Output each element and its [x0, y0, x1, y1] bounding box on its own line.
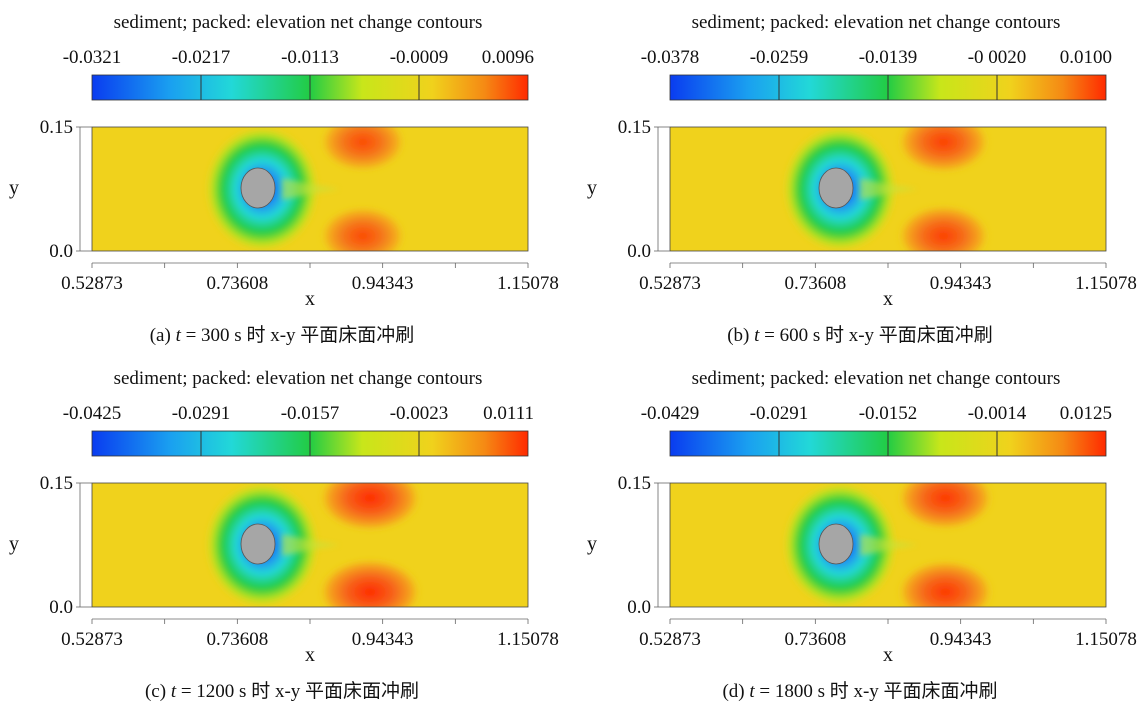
y-tick-label: 0.15 — [40, 117, 73, 138]
pier — [240, 523, 276, 565]
colorbar-tick-label: -0.0014 — [968, 403, 1027, 424]
colorbar-tick-label: -0.0217 — [172, 47, 231, 68]
x-tick-label: 0.94343 — [352, 629, 414, 650]
domain-frame — [669, 126, 1107, 252]
elevation-field — [92, 127, 528, 251]
x-tick-label: 0.94343 — [930, 629, 992, 650]
deposition-zone — [897, 204, 990, 251]
x-tick-label: 1.15078 — [1075, 273, 1137, 294]
x-axis-label: x — [883, 288, 893, 310]
y-tick-label: 0.0 — [49, 597, 73, 618]
x-tick-label: 0.73608 — [206, 629, 268, 650]
colorbar-tick-label: -0.0291 — [172, 403, 231, 424]
colorbar-tick-label: 0.0111 — [483, 403, 534, 424]
panel-caption: (a) t = 300 s 时 x-y 平面床面冲刷 — [150, 324, 415, 346]
contour-panel-c: sediment; packed: elevation net change c… — [0, 356, 572, 710]
colorbar-tick-label: -0.0113 — [281, 47, 339, 68]
elevation-field — [670, 483, 1106, 607]
x-tick-label: 0.73608 — [784, 273, 846, 294]
x-tick-label: 0.52873 — [639, 629, 701, 650]
colorbar-title: sediment; packed: elevation net change c… — [692, 368, 1061, 389]
colorbar-tick-label: -0.0139 — [859, 47, 918, 68]
panel-caption: (d) t = 1800 s 时 x-y 平面床面冲刷 — [722, 680, 997, 702]
colorbar-tick-label: -0 0020 — [968, 47, 1027, 68]
deposition-zone — [897, 127, 990, 174]
pier — [818, 167, 854, 209]
colorbar-title: sediment; packed: elevation net change c… — [114, 368, 483, 389]
x-tick-label: 0.73608 — [784, 629, 846, 650]
colorbar-tick-label: -0.0259 — [750, 47, 809, 68]
colorbar-tick-label: -0.0157 — [281, 403, 340, 424]
contour-plot: sediment; packed: elevation net change c… — [587, 12, 1137, 346]
contour-plot: sediment; packed: elevation net change c… — [9, 368, 559, 702]
wake-zone — [860, 534, 918, 556]
panel-caption: (b) t = 600 s 时 x-y 平面床面冲刷 — [727, 324, 993, 346]
domain-frame — [91, 482, 529, 608]
y-tick-label: 0.0 — [627, 597, 651, 618]
contour-panel-a: sediment; packed: elevation net change c… — [0, 0, 572, 354]
deposition-zone — [319, 127, 406, 172]
y-axis-label: y — [9, 177, 19, 199]
y-axis-label: y — [587, 177, 597, 199]
y-tick-label: 0.15 — [618, 117, 651, 138]
x-tick-label: 0.73608 — [206, 273, 268, 294]
deposition-zone — [318, 483, 422, 532]
x-tick-label: 0.52873 — [61, 629, 123, 650]
wake-zone — [860, 178, 918, 200]
x-tick-label: 0.52873 — [639, 273, 701, 294]
x-tick-label: 0.94343 — [352, 273, 414, 294]
y-tick-label: 0.0 — [627, 241, 651, 262]
y-tick-label: 0.15 — [40, 473, 73, 494]
colorbar-title: sediment; packed: elevation net change c… — [114, 12, 483, 33]
colorbar-tick-label: -0.0152 — [859, 403, 918, 424]
y-tick-label: 0.15 — [618, 473, 651, 494]
contour-panel-d: sediment; packed: elevation net change c… — [578, 356, 1144, 710]
colorbar-tick-label: -0.0321 — [63, 47, 122, 68]
elevation-field — [670, 127, 1106, 251]
x-tick-label: 1.15078 — [497, 629, 559, 650]
y-tick-label: 0.0 — [49, 241, 73, 262]
contour-panel-b: sediment; packed: elevation net change c… — [578, 0, 1144, 354]
colorbar-tick-label: -0.0009 — [390, 47, 449, 68]
elevation-field — [92, 483, 528, 607]
colorbar-tick-label: 0.0100 — [1060, 47, 1112, 68]
colorbar-title: sediment; packed: elevation net change c… — [692, 12, 1061, 33]
deposition-zone — [896, 483, 994, 531]
x-tick-label: 1.15078 — [1075, 629, 1137, 650]
domain-frame — [669, 482, 1107, 608]
x-axis-label: x — [305, 644, 315, 666]
contour-plot: sediment; packed: elevation net change c… — [587, 368, 1137, 702]
y-axis-label: y — [9, 533, 19, 555]
wake-zone — [282, 178, 340, 200]
contour-plot: sediment; packed: elevation net change c… — [9, 12, 559, 346]
x-tick-label: 0.94343 — [930, 273, 992, 294]
colorbar-tick-label: -0.0429 — [641, 403, 700, 424]
deposition-zone — [318, 558, 422, 607]
pier — [240, 167, 276, 209]
x-tick-label: 0.52873 — [61, 273, 123, 294]
pier — [818, 523, 854, 565]
colorbar-tick-label: -0.0291 — [750, 403, 809, 424]
x-axis-label: x — [883, 644, 893, 666]
y-axis-label: y — [587, 533, 597, 555]
deposition-zone — [896, 559, 994, 607]
colorbar-tick-label: -0.0425 — [63, 403, 122, 424]
colorbar-tick-label: -0.0378 — [641, 47, 700, 68]
wake-zone — [282, 534, 340, 556]
panel-caption: (c) t = 1200 s 时 x-y 平面床面冲刷 — [145, 680, 419, 702]
colorbar-tick-label: 0.0125 — [1060, 403, 1112, 424]
colorbar-tick-label: 0.0096 — [482, 47, 534, 68]
x-axis-label: x — [305, 288, 315, 310]
domain-frame — [91, 126, 529, 252]
deposition-zone — [319, 206, 406, 251]
colorbar-tick-label: -0.0023 — [390, 403, 449, 424]
x-tick-label: 1.15078 — [497, 273, 559, 294]
